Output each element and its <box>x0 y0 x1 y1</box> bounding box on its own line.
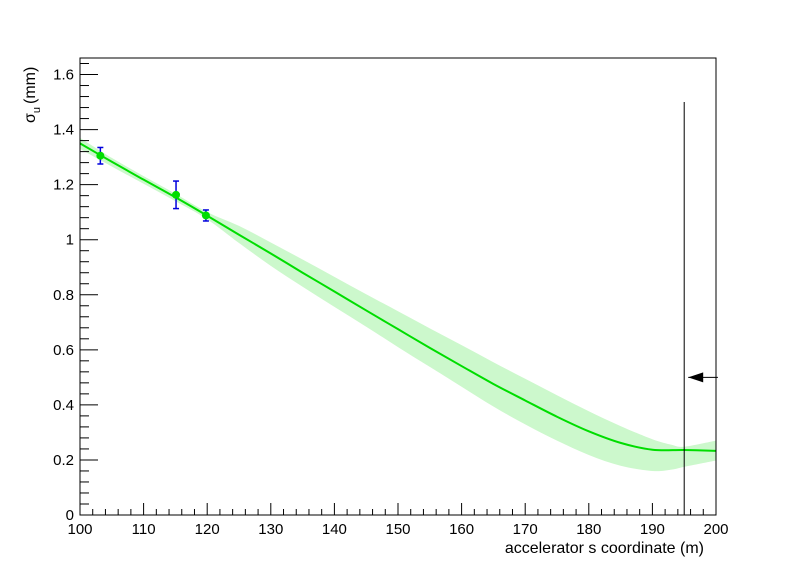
y-axis-title-subscript: u <box>31 107 43 113</box>
fit-curve-layer <box>79 142 717 452</box>
y-tick-label: 1.4 <box>53 122 74 139</box>
x-tick-label: 110 <box>132 521 156 538</box>
measurement-points-layer <box>96 146 210 222</box>
y-tick-label: 1.6 <box>53 67 74 84</box>
y-axis-title-symbol: σ <box>22 113 39 123</box>
axes-layer: 100 110 120 130 140 150 160 170 180 190 200 0 0.2 0.4… <box>53 63 729 538</box>
x-axis-title: accelerator s coordinate (m) <box>505 540 704 557</box>
y-axis-title: σu (mm) <box>22 67 43 123</box>
x-tick-label: 150 <box>385 521 410 538</box>
y-tick-label: 0.8 <box>53 287 74 304</box>
fit-curve <box>79 142 717 452</box>
y-tick-label: 0 <box>66 507 74 524</box>
y-axis-title-unit: (mm) <box>22 67 39 104</box>
x-tick-label: 160 <box>449 521 474 538</box>
cut-arrow-head <box>688 372 704 383</box>
x-tick-label: 180 <box>576 521 601 538</box>
y-tick-label: 0.6 <box>53 342 74 359</box>
x-tick-label: 200 <box>703 521 728 538</box>
x-tick-label: 100 <box>67 521 92 538</box>
x-tick-label: 120 <box>195 521 220 538</box>
data-marker <box>201 211 210 220</box>
y-tick-label: 1 <box>66 232 74 249</box>
cut-marker-layer <box>683 102 718 515</box>
measurement-point-3 <box>201 209 210 222</box>
measurement-point-1 <box>96 146 105 165</box>
data-marker <box>96 151 105 160</box>
y-tick-label: 1.2 <box>53 177 74 194</box>
x-tick-label: 190 <box>640 521 665 538</box>
x-tick-label: 170 <box>513 521 538 538</box>
y-tick-label: 0.2 <box>53 452 74 469</box>
data-marker <box>172 190 181 199</box>
x-tick-label: 140 <box>322 521 347 538</box>
y-tick-label: 0.4 <box>53 397 74 414</box>
x-tick-label: 130 <box>258 521 283 538</box>
measurement-point-2 <box>172 180 181 210</box>
